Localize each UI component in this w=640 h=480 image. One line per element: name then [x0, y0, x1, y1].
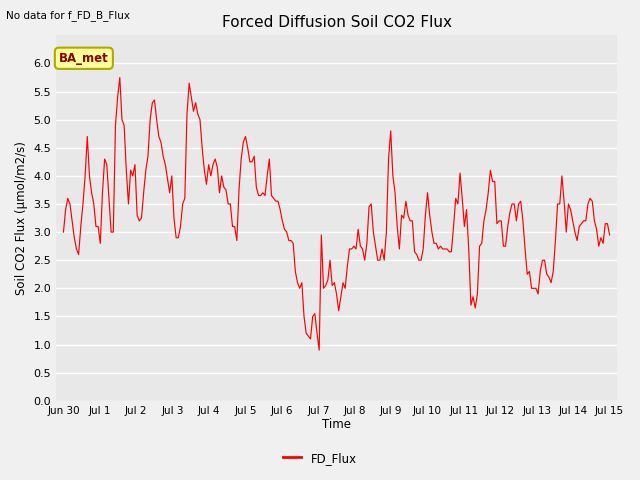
- Title: Forced Diffusion Soil CO2 Flux: Forced Diffusion Soil CO2 Flux: [221, 15, 452, 30]
- Text: No data for f_FD_B_Flux: No data for f_FD_B_Flux: [6, 10, 131, 21]
- Y-axis label: Soil CO2 Flux (μmol/m2/s): Soil CO2 Flux (μmol/m2/s): [15, 141, 28, 295]
- Text: BA_met: BA_met: [59, 52, 109, 65]
- X-axis label: Time: Time: [322, 419, 351, 432]
- Legend: FD_Flux: FD_Flux: [278, 447, 362, 469]
